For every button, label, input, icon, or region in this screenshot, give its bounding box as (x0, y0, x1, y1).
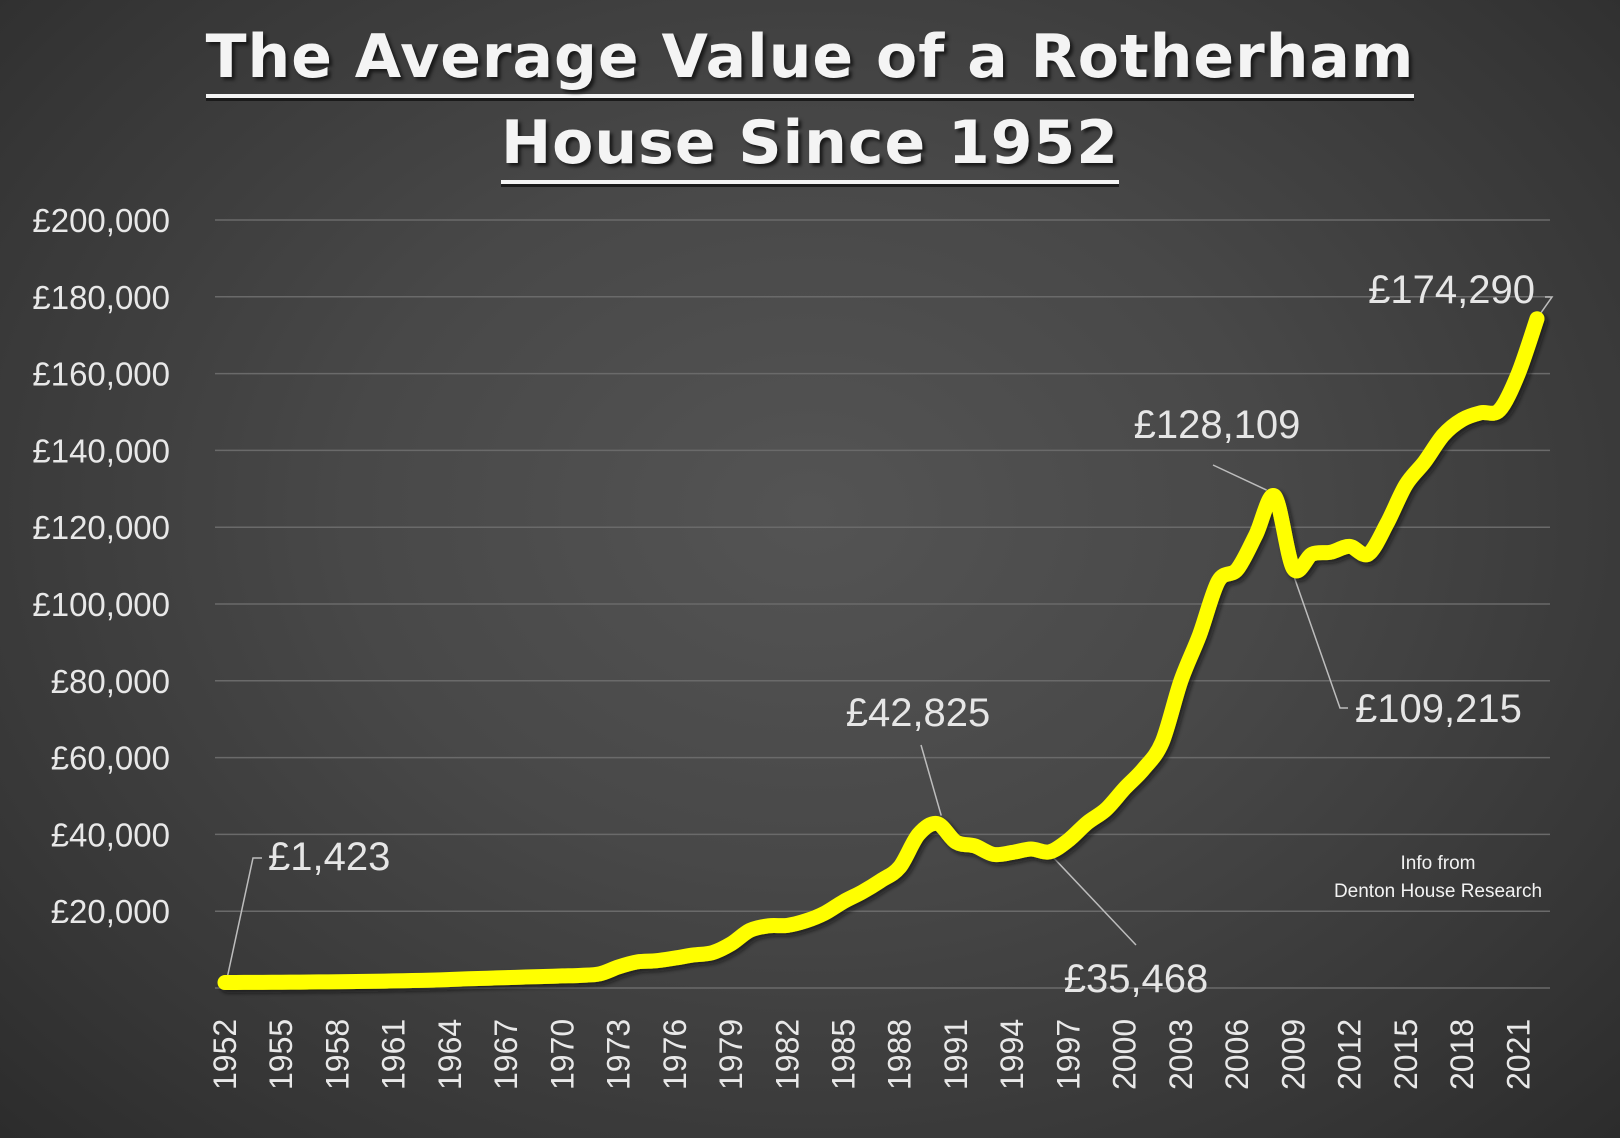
source-text: Info from (1401, 853, 1476, 874)
y-tick-label: £120,000 (32, 509, 170, 546)
y-axis-labels: £20,000 £40,000 £60,000 £80,000 £100,000 £120… (32, 202, 170, 930)
x-tick-label: 2009 (1275, 1019, 1311, 1090)
data-label: £35,468 (1064, 957, 1209, 1001)
y-tick-label: £140,000 (32, 432, 170, 469)
y-tick-label: £200,000 (32, 202, 170, 239)
data-label: £42,825 (846, 691, 991, 735)
leader-line (1292, 574, 1348, 709)
x-tick-label: 1979 (713, 1019, 749, 1090)
data-label: £128,109 (1134, 403, 1301, 447)
x-tick-label: 1964 (432, 1019, 468, 1090)
data-annotations: £1,423 £42,825 £35,468 £128,109 £109,215 £174… (268, 268, 1535, 1001)
leader-line (920, 744, 942, 816)
x-tick-label: 2003 (1163, 1019, 1199, 1090)
x-tick-label: 1982 (769, 1019, 805, 1090)
x-tick-label: 1955 (263, 1019, 299, 1090)
x-tick-label: 1958 (319, 1019, 355, 1090)
x-tick-label: 1970 (544, 1019, 580, 1090)
y-tick-label: £60,000 (51, 740, 170, 777)
x-tick-label: 1967 (488, 1019, 524, 1090)
x-tick-label: 2012 (1332, 1019, 1368, 1090)
gridlines (215, 219, 1550, 989)
x-tick-label: 1988 (882, 1019, 918, 1090)
source-text: Denton House Research (1334, 881, 1542, 902)
leader-line (226, 857, 262, 979)
x-tick-label: 1976 (657, 1019, 693, 1090)
x-tick-label: 2015 (1388, 1019, 1424, 1090)
x-tick-label: 2018 (1444, 1019, 1480, 1090)
y-tick-label: £180,000 (32, 279, 170, 316)
x-tick-label: 1991 (938, 1019, 974, 1090)
chart-title-line-1: The Average Value of a Rotherham (0, 22, 1620, 98)
x-tick-label: 2000 (1107, 1019, 1143, 1090)
data-label: £174,290 (1368, 268, 1535, 312)
x-tick-label: 2006 (1219, 1019, 1255, 1090)
chart-title-line-2: House Since 1952 (0, 108, 1620, 184)
x-tick-label: 1994 (994, 1019, 1030, 1090)
annotation-leader-lines (226, 296, 1554, 979)
x-tick-label: 1952 (207, 1019, 243, 1090)
y-tick-label: £100,000 (32, 586, 170, 623)
x-tick-label: 1997 (1050, 1019, 1086, 1090)
leader-line (1540, 296, 1554, 314)
x-tick-label: 1985 (826, 1019, 862, 1090)
title-text-1: The Average Value of a Rotherham (205, 22, 1415, 98)
y-tick-label: £80,000 (51, 663, 170, 700)
data-label: £1,423 (268, 835, 390, 879)
source-note: Info from Denton House Research (1334, 853, 1542, 902)
y-tick-label: £40,000 (51, 816, 170, 853)
y-tick-label: £20,000 (51, 893, 170, 930)
x-tick-label: 1961 (376, 1019, 412, 1090)
leader-line (1212, 464, 1267, 491)
title-text-2: House Since 1952 (500, 108, 1120, 184)
leader-line (1051, 855, 1137, 946)
house-value-line (217, 311, 1545, 991)
x-tick-label: 2021 (1500, 1019, 1536, 1090)
y-tick-label: £160,000 (32, 356, 170, 393)
x-axis-labels: 1952 1955 1958 1961 1964 1967 1970 1973 1976 1979… (207, 1019, 1536, 1090)
x-tick-label: 1973 (601, 1019, 637, 1090)
data-label: £109,215 (1355, 687, 1522, 731)
